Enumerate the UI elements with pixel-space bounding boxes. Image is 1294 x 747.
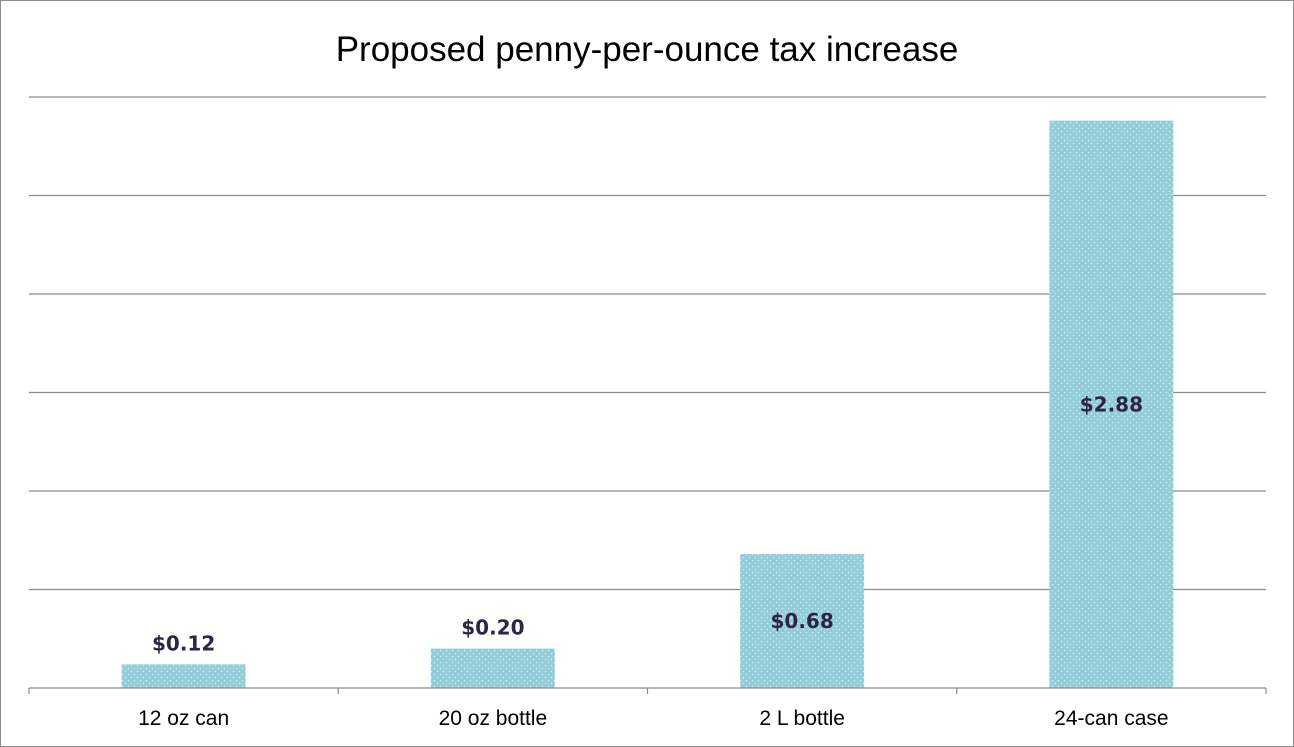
x-tick-label: 2 L bottle <box>759 707 845 730</box>
x-tick-label: 20 oz bottle <box>439 707 548 730</box>
data-label: $0.68 <box>770 609 833 633</box>
x-tick-label: 12 oz can <box>138 707 229 730</box>
x-axis: 12 oz can 20 oz bottle 2 L bottle 24-can ca… <box>28 687 1267 730</box>
bar-2-l-bottle <box>740 554 865 688</box>
bar-12-oz-can <box>121 664 246 688</box>
x-tick-label: 24-can case <box>1054 707 1168 730</box>
data-label: $0.20 <box>461 616 524 640</box>
data-label: $0.12 <box>152 631 215 655</box>
chart-title: Proposed penny-per-ounce tax increase <box>336 30 959 69</box>
data-labels: $0.12 $0.20 $0.68 $2.88 <box>152 392 1143 655</box>
bar-20-oz-bottle <box>430 648 555 688</box>
bar-24-can-case <box>1049 120 1174 688</box>
data-label: $2.88 <box>1080 392 1143 416</box>
bars <box>121 120 1174 688</box>
